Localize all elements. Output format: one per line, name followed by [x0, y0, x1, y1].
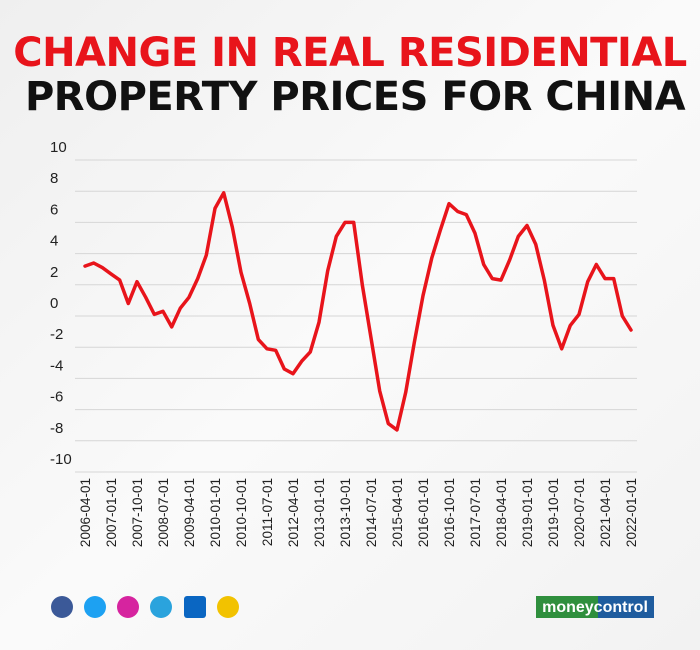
y-tick-label: -10	[50, 451, 72, 468]
x-tick-label: 2018-04-01	[494, 478, 509, 547]
y-tick-label: 8	[50, 170, 58, 187]
instagram-icon[interactable]	[117, 596, 139, 618]
y-tick-label: 6	[50, 201, 58, 218]
data-line	[83, 191, 633, 432]
x-tick-label: 2013-01-01	[312, 478, 327, 547]
twitter-icon[interactable]	[84, 596, 106, 618]
x-tick-label: 2006-04-01	[78, 478, 93, 547]
x-tick-label: 2019-01-01	[520, 478, 535, 547]
y-tick-label: -8	[50, 420, 63, 437]
koo-icon[interactable]	[217, 596, 239, 618]
x-tick-label: 2016-01-01	[416, 478, 431, 547]
brand-logo-part	[536, 596, 598, 618]
facebook-icon[interactable]	[51, 596, 73, 618]
social-icons	[51, 596, 239, 618]
y-tick-label: 10	[50, 139, 67, 156]
x-tick-label: 2010-01-01	[208, 478, 223, 547]
x-tick-label: 2017-07-01	[468, 478, 483, 547]
x-tick-label: 2019-10-01	[546, 478, 561, 547]
x-tick-label: 2013-10-01	[338, 478, 353, 547]
x-tick-label: 2020-07-01	[572, 478, 587, 547]
y-tick-label: 2	[50, 264, 58, 281]
chart-title: CHANGE IN REAL RESIDENTIAL	[13, 30, 687, 76]
x-tick-label: 2012-04-01	[286, 478, 301, 547]
x-tick-label: 2011-07-01	[260, 478, 275, 546]
x-tick-label: 2021-04-01	[598, 478, 613, 547]
x-tick-label: 2016-10-01	[442, 478, 457, 547]
telegram-icon[interactable]	[150, 596, 172, 618]
y-tick-label: 4	[50, 233, 58, 250]
x-tick-label: 2015-04-01	[390, 478, 405, 547]
x-tick-label: 2007-10-01	[130, 478, 145, 547]
y-tick-label: -6	[50, 389, 63, 406]
x-tick-label: 2010-10-01	[234, 478, 249, 547]
y-tick-label: 0	[50, 295, 58, 312]
y-tick-label: -4	[50, 357, 63, 374]
x-tick-label: 2009-04-01	[182, 478, 197, 547]
x-tick-label: 2007-01-01	[104, 478, 119, 547]
x-tick-label: 2014-07-01	[364, 478, 379, 547]
brand-name: moneycontrol	[542, 599, 648, 616]
chart-title: PROPERTY PRICES FOR CHINA	[25, 74, 686, 120]
linkedin-icon[interactable]	[184, 596, 206, 618]
y-tick-label: -2	[50, 326, 63, 343]
x-tick-label: 2008-07-01	[156, 478, 171, 547]
x-tick-label: 2022-01-01	[624, 478, 639, 547]
